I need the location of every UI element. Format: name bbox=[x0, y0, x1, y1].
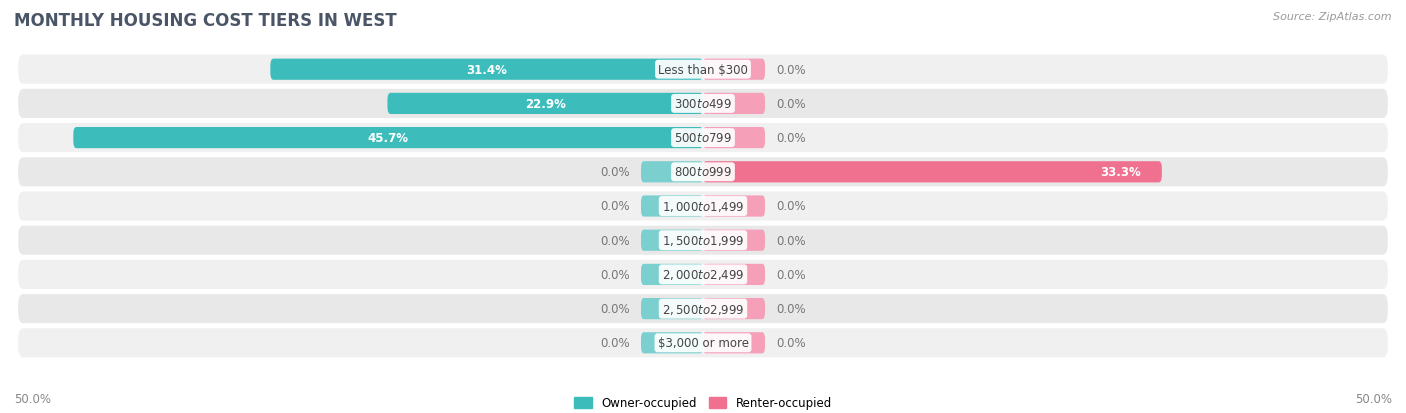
Text: $1,500 to $1,999: $1,500 to $1,999 bbox=[662, 234, 744, 248]
FancyBboxPatch shape bbox=[641, 162, 703, 183]
Text: 22.9%: 22.9% bbox=[524, 97, 565, 111]
FancyBboxPatch shape bbox=[73, 128, 703, 149]
FancyBboxPatch shape bbox=[18, 90, 1388, 119]
Text: Less than $300: Less than $300 bbox=[658, 64, 748, 76]
FancyBboxPatch shape bbox=[18, 55, 1388, 85]
FancyBboxPatch shape bbox=[641, 230, 703, 251]
FancyBboxPatch shape bbox=[703, 230, 765, 251]
Text: 0.0%: 0.0% bbox=[600, 166, 630, 179]
FancyBboxPatch shape bbox=[641, 332, 703, 354]
Text: 50.0%: 50.0% bbox=[1355, 392, 1392, 405]
Text: $800 to $999: $800 to $999 bbox=[673, 166, 733, 179]
Text: 0.0%: 0.0% bbox=[776, 97, 806, 111]
Text: 0.0%: 0.0% bbox=[776, 234, 806, 247]
Text: 33.3%: 33.3% bbox=[1101, 166, 1142, 179]
FancyBboxPatch shape bbox=[641, 196, 703, 217]
Text: $3,000 or more: $3,000 or more bbox=[658, 337, 748, 349]
Text: 0.0%: 0.0% bbox=[776, 132, 806, 145]
Text: 0.0%: 0.0% bbox=[600, 234, 630, 247]
Text: 0.0%: 0.0% bbox=[776, 337, 806, 349]
FancyBboxPatch shape bbox=[18, 192, 1388, 221]
Text: $1,000 to $1,499: $1,000 to $1,499 bbox=[662, 199, 744, 214]
FancyBboxPatch shape bbox=[703, 332, 765, 354]
FancyBboxPatch shape bbox=[641, 298, 703, 319]
FancyBboxPatch shape bbox=[388, 94, 703, 115]
FancyBboxPatch shape bbox=[18, 158, 1388, 187]
Text: 0.0%: 0.0% bbox=[600, 200, 630, 213]
FancyBboxPatch shape bbox=[703, 298, 765, 319]
Text: Source: ZipAtlas.com: Source: ZipAtlas.com bbox=[1274, 12, 1392, 22]
Text: 45.7%: 45.7% bbox=[367, 132, 409, 145]
FancyBboxPatch shape bbox=[18, 260, 1388, 289]
Text: 31.4%: 31.4% bbox=[467, 64, 508, 76]
Text: 0.0%: 0.0% bbox=[776, 302, 806, 316]
FancyBboxPatch shape bbox=[18, 294, 1388, 323]
FancyBboxPatch shape bbox=[18, 328, 1388, 358]
FancyBboxPatch shape bbox=[703, 128, 765, 149]
FancyBboxPatch shape bbox=[703, 162, 1161, 183]
Text: $300 to $499: $300 to $499 bbox=[673, 97, 733, 111]
Text: $500 to $799: $500 to $799 bbox=[673, 132, 733, 145]
FancyBboxPatch shape bbox=[703, 94, 765, 115]
FancyBboxPatch shape bbox=[703, 196, 765, 217]
FancyBboxPatch shape bbox=[270, 59, 703, 81]
Text: 0.0%: 0.0% bbox=[600, 337, 630, 349]
Text: 0.0%: 0.0% bbox=[776, 64, 806, 76]
Text: MONTHLY HOUSING COST TIERS IN WEST: MONTHLY HOUSING COST TIERS IN WEST bbox=[14, 12, 396, 30]
FancyBboxPatch shape bbox=[703, 59, 765, 81]
Text: 0.0%: 0.0% bbox=[600, 302, 630, 316]
Text: 0.0%: 0.0% bbox=[776, 200, 806, 213]
Text: $2,000 to $2,499: $2,000 to $2,499 bbox=[662, 268, 744, 282]
FancyBboxPatch shape bbox=[18, 124, 1388, 153]
Text: 0.0%: 0.0% bbox=[776, 268, 806, 281]
Text: $2,500 to $2,999: $2,500 to $2,999 bbox=[662, 302, 744, 316]
Text: 50.0%: 50.0% bbox=[14, 392, 51, 405]
FancyBboxPatch shape bbox=[641, 264, 703, 285]
Legend: Owner-occupied, Renter-occupied: Owner-occupied, Renter-occupied bbox=[569, 392, 837, 413]
Text: 0.0%: 0.0% bbox=[600, 268, 630, 281]
FancyBboxPatch shape bbox=[18, 226, 1388, 255]
FancyBboxPatch shape bbox=[703, 264, 765, 285]
